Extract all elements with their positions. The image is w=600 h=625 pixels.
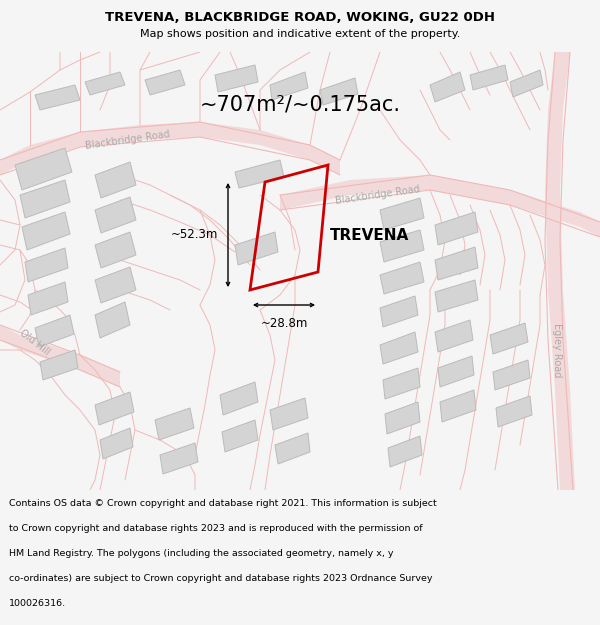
- Polygon shape: [35, 315, 74, 347]
- Polygon shape: [160, 443, 198, 474]
- Polygon shape: [95, 267, 136, 303]
- Text: HM Land Registry. The polygons (including the associated geometry, namely x, y: HM Land Registry. The polygons (includin…: [9, 549, 394, 558]
- Text: ~52.3m: ~52.3m: [170, 229, 218, 241]
- Polygon shape: [320, 78, 358, 105]
- Text: ~707m²/~0.175ac.: ~707m²/~0.175ac.: [199, 95, 401, 115]
- Polygon shape: [435, 247, 478, 280]
- Polygon shape: [85, 72, 125, 95]
- Polygon shape: [440, 390, 476, 422]
- Polygon shape: [222, 420, 258, 452]
- Text: to Crown copyright and database rights 2023 and is reproduced with the permissio: to Crown copyright and database rights 2…: [9, 524, 422, 533]
- Polygon shape: [438, 356, 474, 387]
- Polygon shape: [95, 197, 136, 233]
- Polygon shape: [0, 122, 340, 175]
- Polygon shape: [270, 398, 308, 430]
- Text: 100026316.: 100026316.: [9, 599, 66, 608]
- Polygon shape: [40, 350, 78, 380]
- Text: TREVENA, BLACKBRIDGE ROAD, WOKING, GU22 0DH: TREVENA, BLACKBRIDGE ROAD, WOKING, GU22 …: [105, 11, 495, 24]
- Polygon shape: [493, 360, 530, 390]
- Polygon shape: [270, 72, 308, 100]
- Polygon shape: [155, 408, 194, 440]
- Polygon shape: [35, 85, 80, 110]
- Text: Egley Road: Egley Road: [552, 322, 562, 377]
- Polygon shape: [380, 262, 424, 294]
- Polygon shape: [95, 302, 130, 338]
- Polygon shape: [380, 230, 424, 262]
- Polygon shape: [496, 396, 532, 427]
- Polygon shape: [20, 180, 70, 218]
- Polygon shape: [388, 436, 422, 467]
- Polygon shape: [435, 212, 478, 245]
- Polygon shape: [100, 428, 133, 459]
- Text: Contains OS data © Crown copyright and database right 2021. This information is : Contains OS data © Crown copyright and d…: [9, 499, 437, 509]
- Polygon shape: [95, 232, 136, 268]
- Polygon shape: [430, 72, 465, 102]
- Polygon shape: [490, 323, 528, 354]
- Text: co-ordinates) are subject to Crown copyright and database rights 2023 Ordnance S: co-ordinates) are subject to Crown copyr…: [9, 574, 433, 583]
- Polygon shape: [28, 282, 68, 315]
- Polygon shape: [275, 433, 310, 464]
- Polygon shape: [510, 70, 543, 97]
- Text: ~28.8m: ~28.8m: [260, 317, 308, 330]
- Polygon shape: [235, 232, 278, 265]
- Polygon shape: [470, 65, 508, 90]
- Polygon shape: [95, 162, 136, 198]
- Polygon shape: [435, 280, 478, 312]
- Polygon shape: [95, 392, 134, 425]
- Polygon shape: [380, 332, 418, 364]
- Text: Old Hill: Old Hill: [18, 328, 52, 357]
- Polygon shape: [545, 52, 575, 490]
- Text: Blackbridge Road: Blackbridge Road: [85, 129, 171, 151]
- Polygon shape: [220, 382, 258, 415]
- Polygon shape: [435, 320, 473, 352]
- Polygon shape: [383, 368, 420, 399]
- Polygon shape: [25, 248, 68, 282]
- Polygon shape: [145, 70, 185, 95]
- Polygon shape: [0, 325, 120, 387]
- Text: TREVENA: TREVENA: [331, 228, 410, 242]
- Polygon shape: [385, 402, 420, 434]
- Polygon shape: [235, 160, 284, 188]
- Polygon shape: [380, 198, 424, 230]
- Polygon shape: [380, 296, 418, 327]
- Polygon shape: [15, 148, 72, 190]
- Polygon shape: [215, 65, 258, 92]
- Text: Map shows position and indicative extent of the property.: Map shows position and indicative extent…: [140, 29, 460, 39]
- Text: Blackbridge Road: Blackbridge Road: [335, 184, 421, 206]
- Polygon shape: [22, 212, 70, 250]
- Polygon shape: [280, 175, 600, 237]
